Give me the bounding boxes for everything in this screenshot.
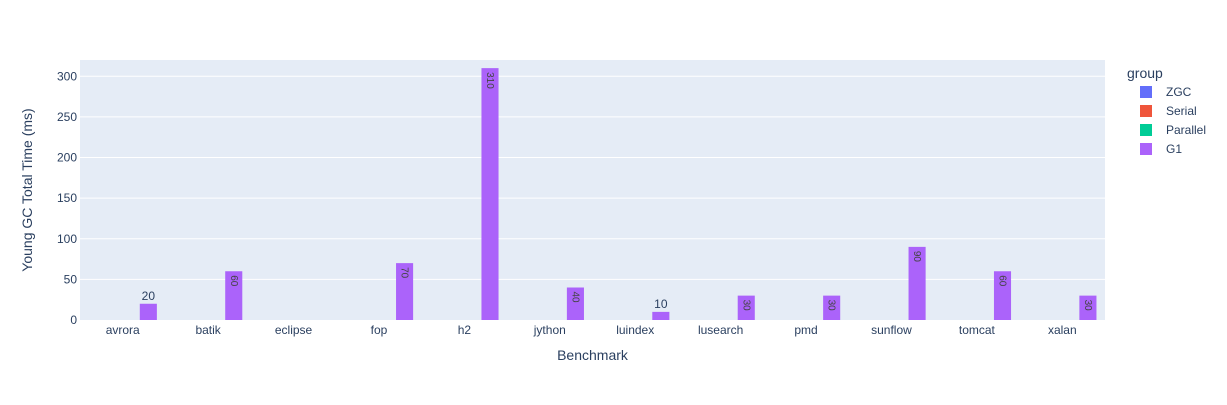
grid-lines [80, 75, 1105, 280]
plot-background [80, 60, 1105, 320]
y-tick-label: 0 [70, 313, 77, 327]
legend-label[interactable]: Parallel [1166, 123, 1206, 137]
legend-swatch[interactable] [1140, 86, 1152, 98]
bar-g1-fop[interactable] [396, 263, 414, 320]
x-tick-label: pmd [794, 323, 817, 337]
bar-g1-h2[interactable] [481, 68, 499, 320]
x-tick-labels: avrora batik eclipse fop h2 jython luindex luse… [106, 323, 1077, 337]
bar-g1-pmd[interactable] [823, 295, 841, 320]
y-tick-labels: 0 50 100 150 200 250 300 [57, 69, 77, 327]
bars: 20 60 70 310 40 10 30 30 90 60 30 [139, 68, 1097, 321]
y-tick-label: 200 [57, 151, 77, 165]
y-axis-title: Young GC Total Time (ms) [19, 108, 35, 271]
y-tick-label: 50 [64, 272, 78, 286]
legend-label[interactable]: ZGC [1166, 85, 1192, 99]
y-tick-label: 250 [57, 110, 77, 124]
bar-g1-xalan[interactable] [1079, 295, 1097, 320]
x-tick-label: avrora [106, 323, 140, 337]
bar-g1-lusearch[interactable] [737, 295, 755, 320]
x-tick-label: sunflow [871, 323, 912, 337]
legend-swatch[interactable] [1140, 124, 1152, 136]
bar-g1-luindex[interactable] [652, 311, 670, 320]
legend-items: ZGC Serial Parallel G1 [1140, 85, 1206, 156]
x-tick-label: batik [195, 323, 221, 337]
x-tick-label: xalan [1048, 323, 1077, 337]
bar-g1-sunflow[interactable] [908, 246, 926, 320]
x-tick-label: eclipse [275, 323, 313, 337]
y-tick-label: 150 [57, 191, 77, 205]
x-tick-label: luindex [616, 323, 654, 337]
bar-data-label: 20 [142, 289, 156, 303]
bar-data-label: 90 [911, 251, 922, 263]
bar-data-label: 40 [569, 292, 580, 304]
legend-title: group [1127, 65, 1163, 81]
bar-data-label: 60 [228, 275, 239, 287]
x-tick-label: h2 [458, 323, 472, 337]
x-tick-label: fop [371, 323, 388, 337]
x-tick-label: lusearch [698, 323, 743, 337]
legend-swatch[interactable] [1140, 105, 1152, 117]
bar-g1-jython[interactable] [566, 287, 584, 321]
bar-data-label: 30 [1082, 300, 1093, 312]
bar-data-label: 30 [826, 300, 837, 312]
x-tick-label: jython [533, 323, 566, 337]
bar-data-label: 10 [654, 297, 668, 311]
legend-swatch[interactable] [1140, 143, 1152, 155]
y-tick-label: 100 [57, 232, 77, 246]
bar-data-label: 70 [399, 267, 410, 279]
y-tick-label: 300 [57, 69, 77, 83]
legend: group ZGC Serial Parallel G1 [1127, 65, 1206, 156]
legend-label[interactable]: Serial [1166, 104, 1197, 118]
bar-g1-batik[interactable] [225, 271, 243, 320]
x-tick-label: tomcat [959, 323, 996, 337]
bar-data-label: 60 [997, 275, 1008, 287]
bar-g1-avrora[interactable] [139, 303, 157, 320]
bar-g1-tomcat[interactable] [993, 271, 1012, 320]
bar-data-label: 30 [740, 300, 751, 312]
legend-label[interactable]: G1 [1166, 142, 1182, 156]
x-axis-title: Benchmark [557, 347, 629, 363]
bar-data-label: 310 [484, 72, 495, 89]
